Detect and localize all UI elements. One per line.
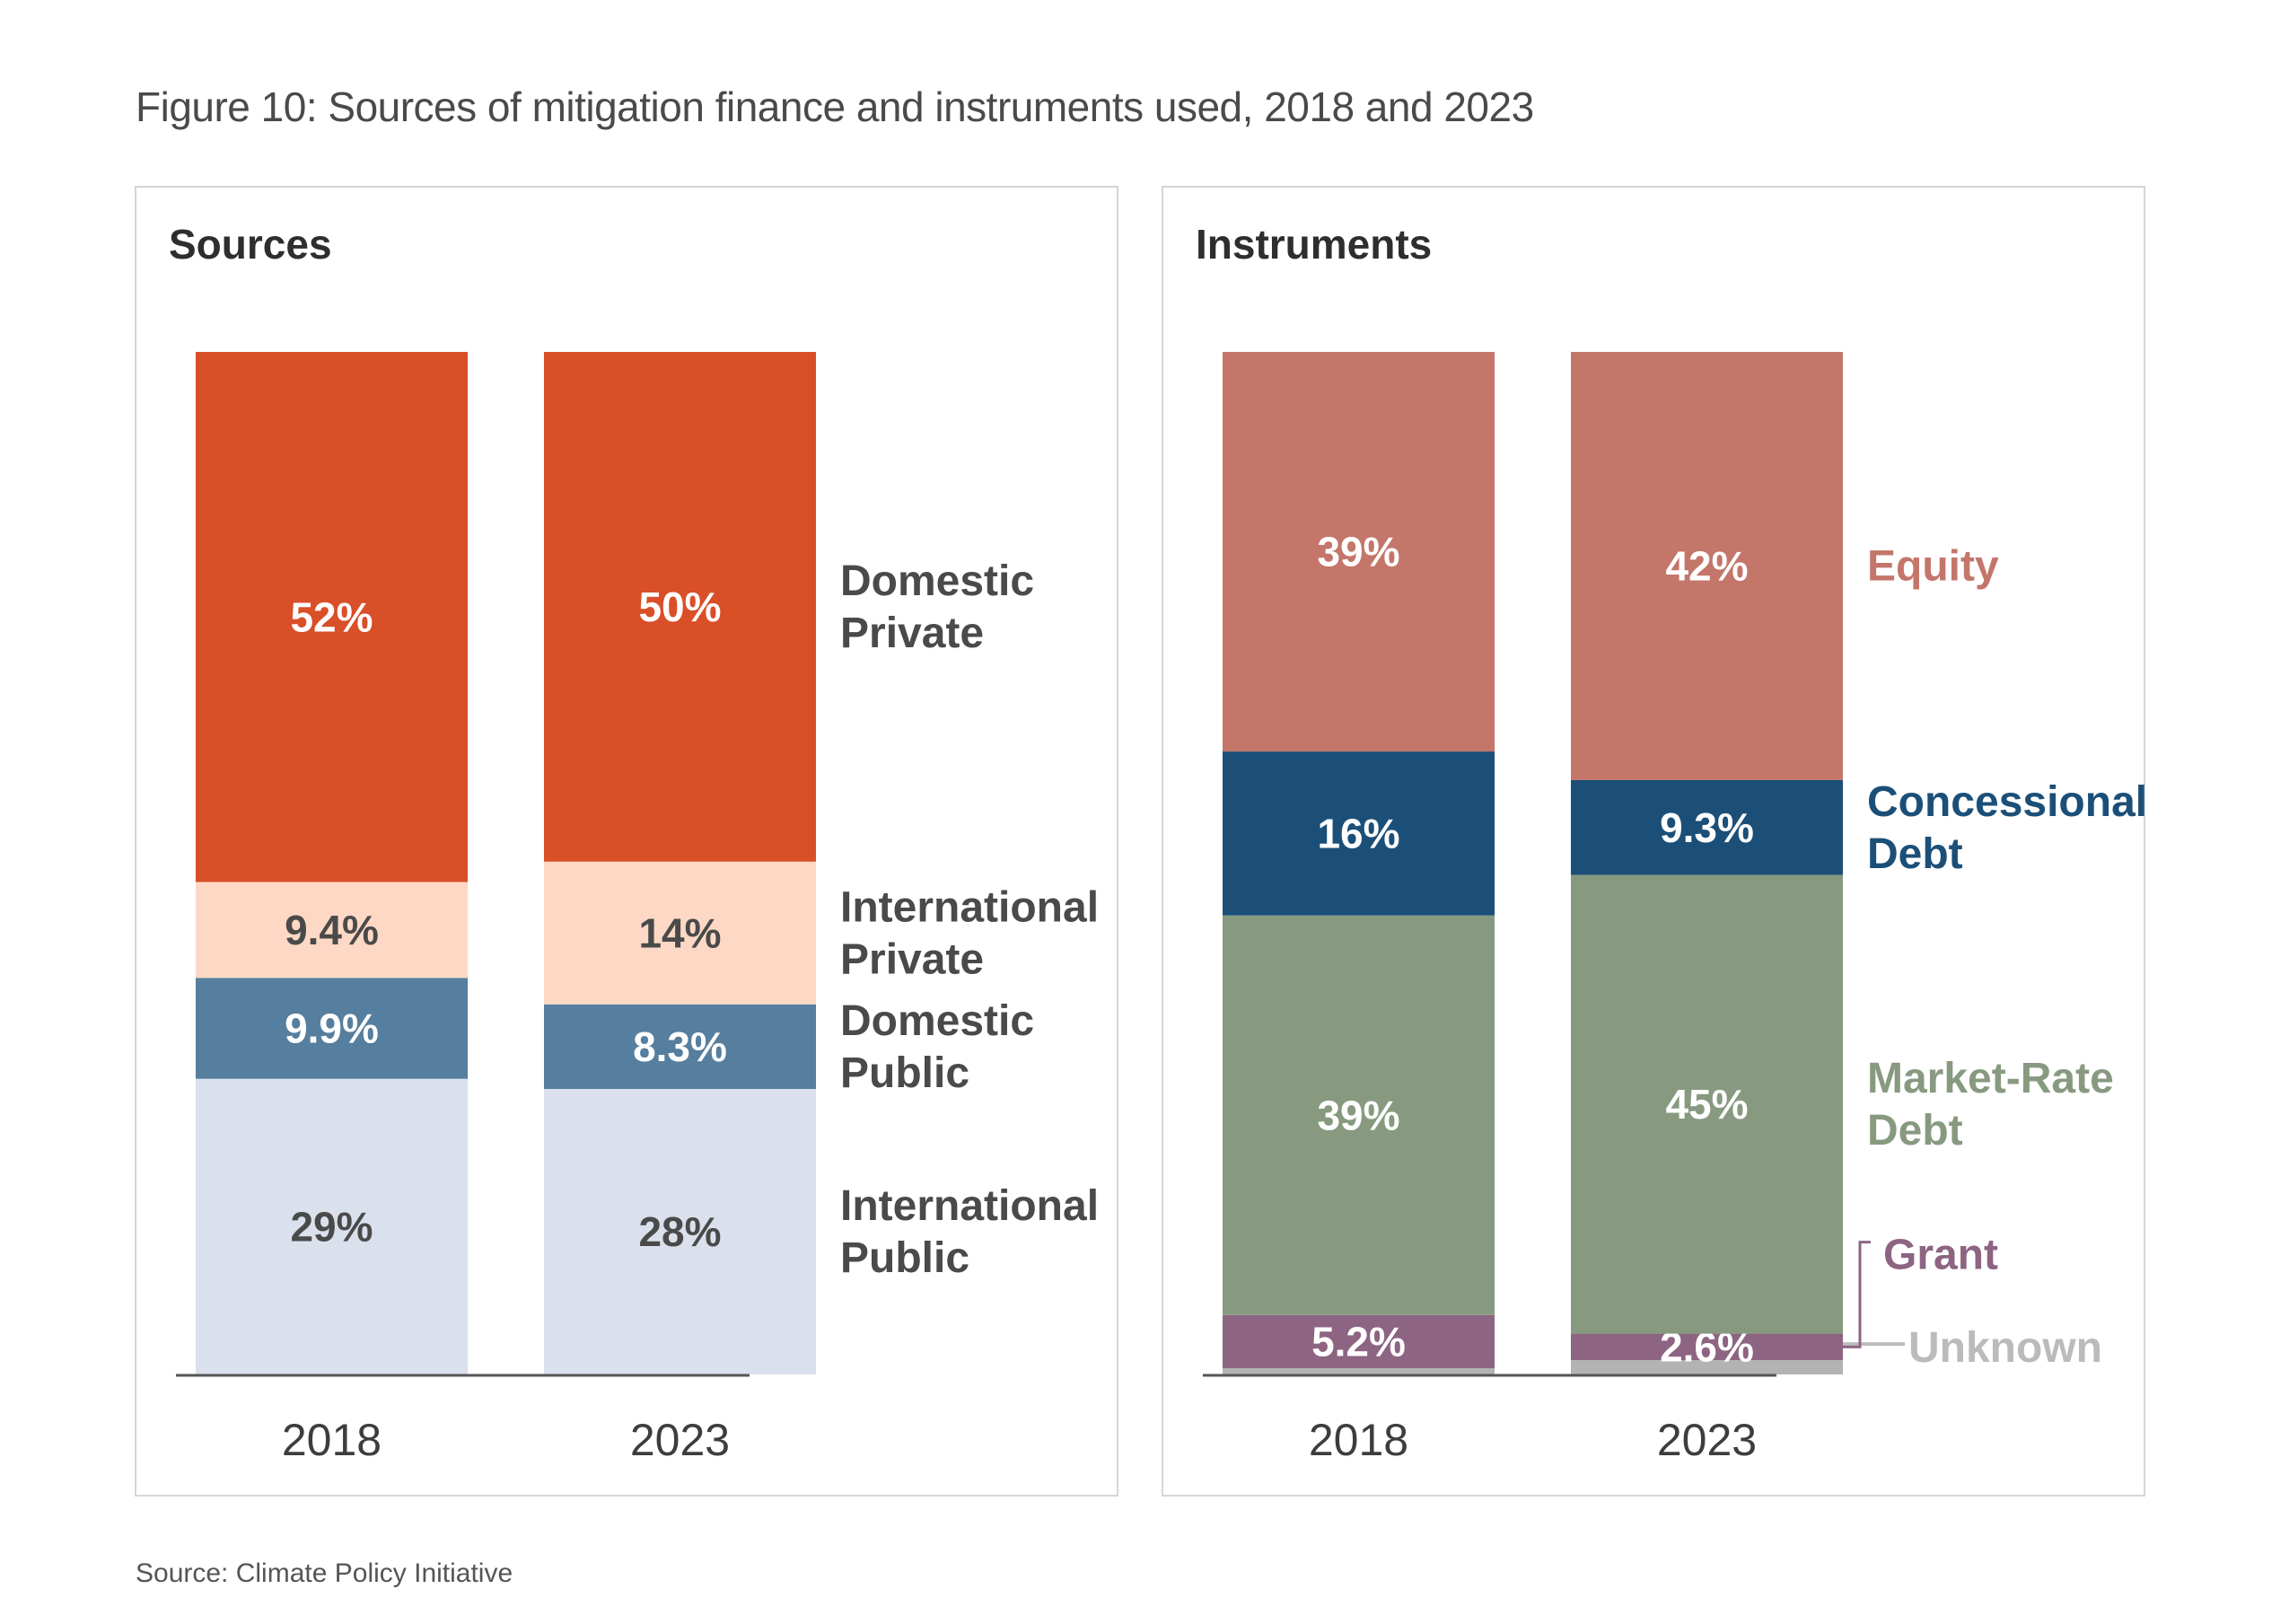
- sources-panel: Sources 29% 28% 9.9% 8.3% 9.4% 14% 52% 50% 2018 2…: [135, 186, 1118, 1497]
- bar-segment-domestic-private-2023: [544, 352, 816, 862]
- series-label-international-private: International Private: [840, 883, 1099, 983]
- bar-segment-grant-2018: [1223, 1314, 1495, 1369]
- series-label-equity: Equity: [1867, 542, 1999, 590]
- x-tick-label-2018: 2018: [282, 1415, 382, 1465]
- sources-panel-title: Sources: [169, 221, 332, 268]
- data-label-market-rate-debt-2018: 39%: [1317, 1092, 1399, 1138]
- series-label-international-public: International Public: [840, 1182, 1099, 1282]
- data-label-concessional-debt-2023: 9.3%: [1660, 804, 1754, 851]
- bar-segment-international-private-2023: [544, 861, 816, 1005]
- bar-segment-domestic-public-2023: [544, 1004, 816, 1090]
- bar-segment-grant-2023: [1571, 1333, 1843, 1361]
- data-label-equity-2018: 39%: [1317, 529, 1399, 575]
- data-label-international-private-2023: 14%: [638, 909, 721, 956]
- bar-segment-domestic-public-2018: [196, 978, 468, 1079]
- bar-segment-unknown-2023: [1571, 1360, 1843, 1374]
- series-label-unknown: Unknown: [1908, 1324, 2102, 1372]
- source-note: Source: Climate Policy Initiative: [136, 1558, 513, 1588]
- x-tick-label-2023: 2023: [1657, 1415, 1757, 1465]
- data-label-concessional-debt-2018: 16%: [1317, 810, 1399, 856]
- series-label-grant: Grant: [1883, 1232, 1998, 1279]
- bar-segment-equity-2023: [1571, 352, 1843, 780]
- data-label-domestic-private-2023: 50%: [638, 584, 721, 630]
- figure-title: Figure 10: Sources of mitigation finance…: [136, 83, 1534, 130]
- bar-segment-international-public-2018: [196, 1078, 468, 1374]
- bar-segment-international-public-2023: [544, 1089, 816, 1374]
- data-label-domestic-private-2018: 52%: [290, 593, 373, 640]
- grant-connector-line: [1843, 1241, 1871, 1348]
- data-label-grant-2018: 5.2%: [1311, 1318, 1406, 1365]
- bar-segment-unknown-2018: [1223, 1368, 1495, 1374]
- series-label-concessional-debt: Concessional Debt: [1867, 778, 2147, 878]
- bar-segment-international-private-2018: [196, 882, 468, 979]
- instruments-chart: 5.2% 2.6%39% 45%16% 9.3%39% 42%2018 2023Unkno…: [1203, 352, 2147, 1465]
- sources-chart: 29% 28% 9.9% 8.3% 9.4% 14% 52% 50% 2018 2023 Inter…: [176, 352, 1099, 1465]
- bar-segment-equity-2018: [1223, 352, 1495, 752]
- instruments-panel-title: Instruments: [1196, 221, 1433, 268]
- bar-segment-domestic-private-2018: [196, 352, 468, 882]
- series-label-domestic-public: Domestic Public: [840, 997, 1034, 1097]
- bar-segment-concessional-debt-2018: [1223, 751, 1495, 916]
- data-label-equity-2023: 42%: [1665, 542, 1748, 589]
- data-label-domestic-public-2018: 9.9%: [285, 1005, 379, 1051]
- data-label-market-rate-debt-2023: 45%: [1665, 1081, 1748, 1128]
- bar-segment-market-rate-debt-2023: [1571, 874, 1843, 1334]
- series-label-domestic-private: Domestic Private: [840, 557, 1034, 657]
- instruments-panel: Instruments 5.2% 2.6% 39% 45% 16% 9.3% 39% 42% 2…: [1162, 186, 2147, 1497]
- bar-segment-market-rate-debt-2018: [1223, 915, 1495, 1315]
- data-label-domestic-public-2023: 8.3%: [633, 1023, 727, 1070]
- x-tick-label-2023: 2023: [630, 1415, 730, 1465]
- bar-segment-concessional-debt-2023: [1571, 779, 1843, 875]
- x-tick-label-2018: 2018: [1309, 1415, 1408, 1465]
- data-label-international-public-2023: 28%: [638, 1208, 721, 1255]
- series-label-market-rate-debt: Market-Rate Debt: [1867, 1055, 2114, 1154]
- data-label-international-private-2018: 9.4%: [285, 907, 379, 953]
- data-label-international-public-2018: 29%: [290, 1203, 373, 1250]
